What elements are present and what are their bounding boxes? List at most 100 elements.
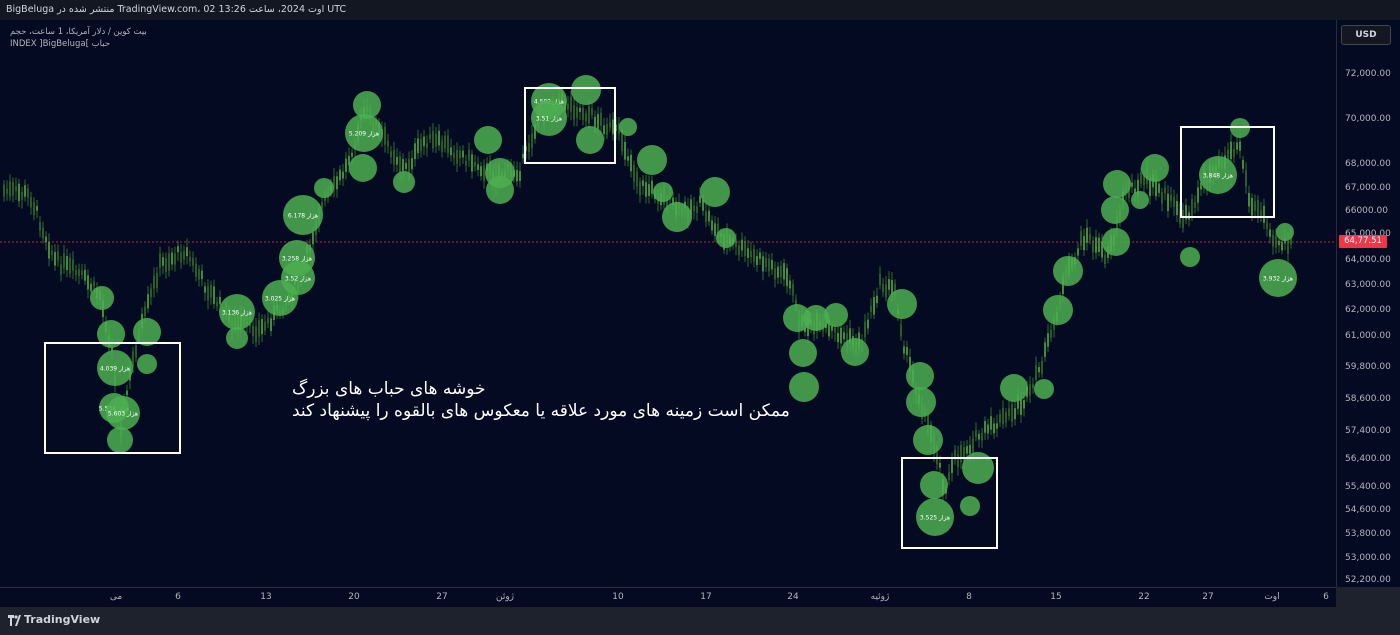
candle-body	[714, 223, 716, 237]
candle-body	[534, 124, 536, 139]
candle-body	[870, 306, 872, 312]
highlight-box-june	[524, 87, 616, 164]
currency-button[interactable]: USD	[1341, 25, 1391, 45]
candle-body	[1029, 384, 1031, 396]
candle-body	[1077, 248, 1079, 256]
highlight-box-late-july	[1180, 126, 1275, 218]
volume-bubble	[133, 318, 161, 346]
candle-body	[27, 188, 29, 198]
candle-body	[213, 286, 215, 304]
candle-body	[351, 152, 353, 157]
candle-body	[438, 130, 440, 146]
candle-body	[576, 106, 578, 118]
time-label: ژوئن	[495, 592, 515, 602]
brand-name[interactable]: TradingView	[24, 613, 101, 626]
volume-bubble	[1043, 295, 1073, 325]
time-label: 20	[348, 592, 360, 602]
candle-body	[708, 210, 710, 222]
bubble-volume-label: 5.209 هزار	[349, 131, 379, 138]
candle-body	[423, 136, 425, 147]
candle-body	[573, 104, 575, 120]
candle-body	[6, 188, 8, 194]
candle-body	[468, 149, 470, 161]
bubble-volume-label: 3.525 هزار	[920, 515, 950, 522]
candle-body	[264, 321, 266, 331]
price-tick: 56,400.00	[1345, 454, 1391, 464]
candle-body	[69, 257, 71, 274]
candle-body	[639, 181, 641, 196]
candle-body	[51, 250, 53, 256]
price-axis[interactable]: USD 72,000.00 70,000.00 68,000.00 67,000.00…	[1336, 20, 1400, 587]
candle-body	[954, 449, 956, 461]
candle-body	[90, 283, 92, 292]
candle-body	[909, 356, 911, 372]
price-tick: 57,400.00	[1345, 426, 1391, 436]
volume-bubble	[226, 327, 248, 349]
candle-body	[1278, 240, 1280, 246]
candle-body	[894, 283, 896, 296]
candle-body	[1050, 329, 1052, 338]
candle-body	[885, 284, 887, 298]
candle-body	[399, 156, 401, 174]
price-tick: 65,000.00	[1345, 229, 1391, 239]
candle-body	[189, 256, 191, 262]
time-label: 10	[612, 592, 624, 602]
volume-bubble	[1180, 247, 1200, 267]
candle-body	[891, 279, 893, 295]
candle-body	[165, 257, 167, 272]
candle-body	[1260, 210, 1262, 218]
volume-bubble	[662, 202, 692, 232]
volume-bubble	[474, 126, 502, 154]
annotation-line-1: خوشه های حباب های بزرگ	[292, 379, 486, 399]
candle-body	[414, 143, 416, 160]
candle-body	[147, 294, 149, 309]
volume-bubble	[97, 350, 133, 386]
candle-body	[126, 390, 128, 396]
price-tick: 53,000.00	[1345, 553, 1391, 563]
candle-body	[528, 143, 530, 153]
candle-body	[444, 135, 446, 149]
candle-body	[1098, 237, 1100, 253]
tradingview-logo-icon[interactable]	[8, 615, 21, 626]
volume-bubble	[789, 339, 817, 367]
candle-body	[1008, 408, 1010, 417]
candle-body	[267, 317, 269, 324]
candle-body	[987, 424, 989, 434]
volume-bubble	[283, 195, 323, 235]
volume-bubble	[1034, 379, 1054, 399]
time-label: 15	[1050, 592, 1062, 602]
candle-body	[939, 462, 941, 468]
volume-bubble	[1103, 170, 1131, 198]
candle-body	[753, 249, 755, 262]
candle-body	[150, 288, 152, 298]
candle-body	[696, 206, 698, 214]
volume-bubble	[789, 372, 819, 402]
candle-body	[402, 159, 404, 172]
candle-body	[1182, 209, 1184, 228]
candle-body	[1161, 192, 1163, 204]
candle-body	[768, 258, 770, 271]
candle-body	[774, 268, 776, 280]
bubble-volume-label: 3.848 هزار	[1203, 173, 1233, 180]
volume-bubble	[90, 286, 114, 310]
candle-body	[1002, 407, 1004, 424]
time-axis[interactable]: می 6 13 20 27 ژوئن 10 17 24 ژوئیه 8 15 22 27 اوت 6	[0, 587, 1336, 607]
candle-body	[1272, 234, 1274, 247]
candle-body	[834, 328, 836, 333]
candle-body	[426, 143, 428, 148]
candle-body	[1089, 233, 1091, 241]
candle-body	[636, 171, 638, 187]
candle-body	[1248, 192, 1250, 207]
volume-bubble	[653, 182, 673, 202]
candle-body	[795, 299, 797, 306]
candle-body	[831, 325, 833, 331]
volume-bubble	[97, 320, 125, 348]
candle-body	[144, 306, 146, 317]
candle-body	[480, 166, 482, 177]
candle-body	[450, 147, 452, 156]
time-label: 27	[1202, 592, 1214, 602]
candle-body	[702, 199, 704, 211]
candle-body	[744, 240, 746, 257]
